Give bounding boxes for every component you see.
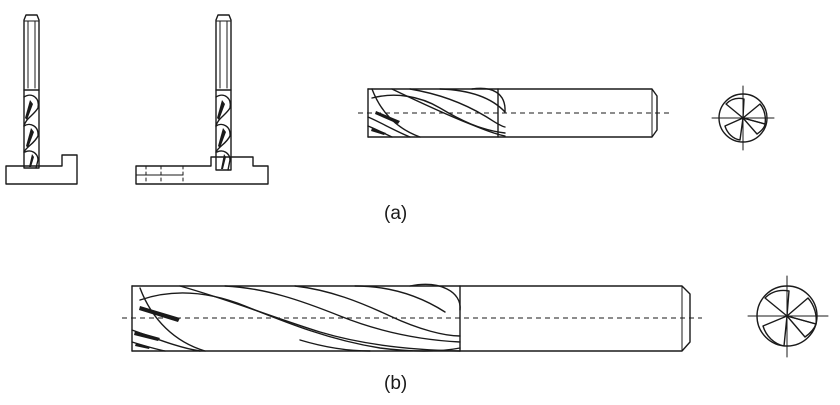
end-mill-vertical-2 (215, 14, 232, 171)
workpiece-step-1 (5, 154, 78, 185)
end-mill-side-view-a (358, 87, 670, 138)
slot-cut-illustration-2 (135, 14, 269, 185)
slot-cut-illustration-1 (5, 14, 78, 185)
caption-a: (a) (384, 203, 407, 224)
end-view-a (711, 85, 775, 151)
workpiece-slot-2 (135, 156, 269, 185)
end-view-b (747, 275, 829, 358)
end-mill-vertical-1 (23, 14, 40, 169)
caption-b: (b) (384, 373, 407, 394)
end-mill-side-view-b (122, 283, 702, 352)
